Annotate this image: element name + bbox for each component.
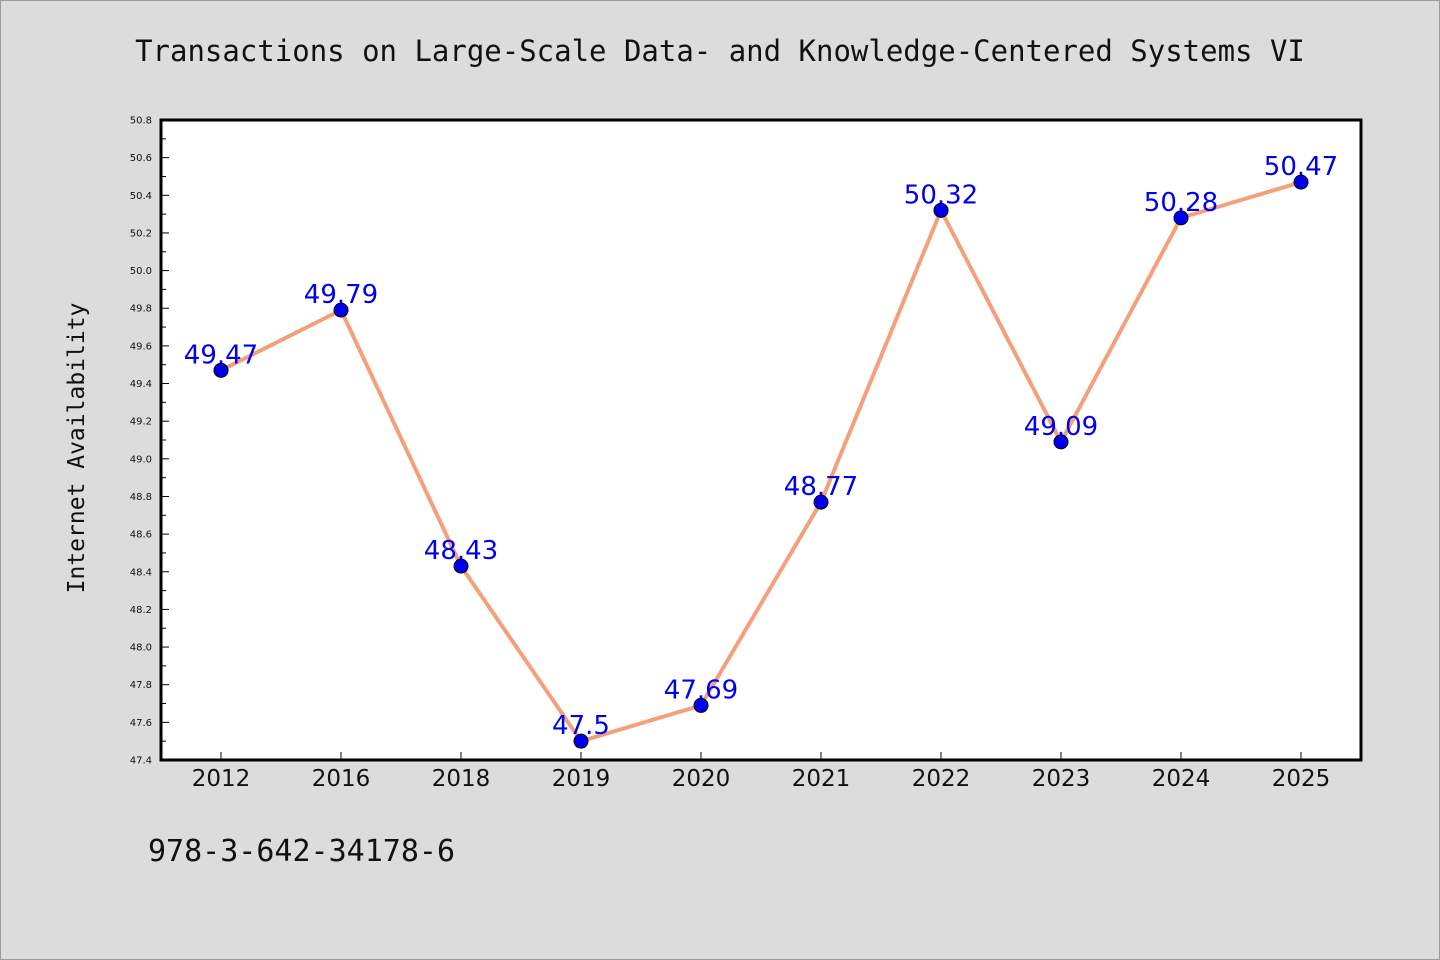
data-label-2022: 50.32 [904,180,978,210]
chart-title: Transactions on Large-Scale Data- and Kn… [135,34,1305,68]
x-tick-label: 2022 [912,766,971,792]
y-tick-label: 50.8 [130,116,152,127]
y-tick-label: 49.4 [130,379,152,390]
x-tick-label: 2012 [192,766,251,792]
data-point-2022 [933,202,949,218]
x-tick-label: 2021 [792,766,851,792]
data-point-2021 [813,494,829,510]
x-tick-label: 2019 [552,766,611,792]
data-point-2024 [1173,210,1189,226]
isbn-text: 978-3-642-34178-6 [148,834,456,869]
y-tick-label: 49.2 [130,417,152,428]
data-label-2025: 50.47 [1264,152,1338,182]
data-point-2012 [213,362,229,378]
y-tick-label: 47.8 [130,680,152,691]
y-tick-label: 49.6 [130,341,152,352]
y-tick-label: 50.2 [130,228,152,239]
y-tick-label: 49.8 [130,304,152,315]
x-tick-label: 2018 [432,766,491,792]
y-axis: 47.4 47.6 47.8 48.0 48.2 48.4 48.6 48.8 49.0 49.2… [130,116,169,767]
y-tick-label: 48.6 [130,530,152,541]
y-tick-label: 48.8 [130,492,152,503]
data-label-2012: 49.47 [184,340,258,370]
y-tick-label: 48.0 [130,643,152,654]
data-point-2020 [693,697,709,713]
series-group: 49.47 49.79 48.43 47.5 47.69 48.77 50.32 49.09 5… [184,152,1338,749]
data-label-2019: 47.5 [552,711,610,741]
data-point-2018 [453,558,469,574]
y-tick-label: 50.0 [130,266,152,277]
data-label-2023: 49.09 [1024,412,1098,442]
y-tick-label: 50.6 [130,153,152,164]
data-label-2016: 49.79 [304,280,378,310]
x-tick-label: 2020 [672,766,731,792]
data-label-2018: 48.43 [424,536,498,566]
data-label-2020: 47.69 [664,675,738,705]
y-axis-label: Internet Availability [64,303,90,594]
y-tick-label: 47.6 [130,718,152,729]
x-tick-label: 2025 [1272,766,1331,792]
data-point-2023 [1053,434,1069,450]
y-tick-label: 48.4 [130,567,152,578]
data-label-2021: 48.77 [784,472,858,502]
y-tick-label: 48.2 [130,605,152,616]
x-axis: 2012 2016 2018 2019 2020 2021 2022 2023 2024 2025 [192,752,1331,792]
data-point-2016 [333,302,349,318]
plot-area [159,118,1363,762]
x-tick-label: 2016 [312,766,371,792]
y-tick-label: 47.4 [130,756,152,767]
data-point-2019 [573,733,589,749]
data-label-2024: 50.28 [1144,188,1218,218]
x-tick-label: 2023 [1032,766,1091,792]
y-tick-label: 49.0 [130,454,152,465]
x-tick-label: 2024 [1152,766,1211,792]
y-tick-label: 50.4 [130,191,152,202]
data-point-2025 [1293,174,1309,190]
series-line [220,180,1302,744]
